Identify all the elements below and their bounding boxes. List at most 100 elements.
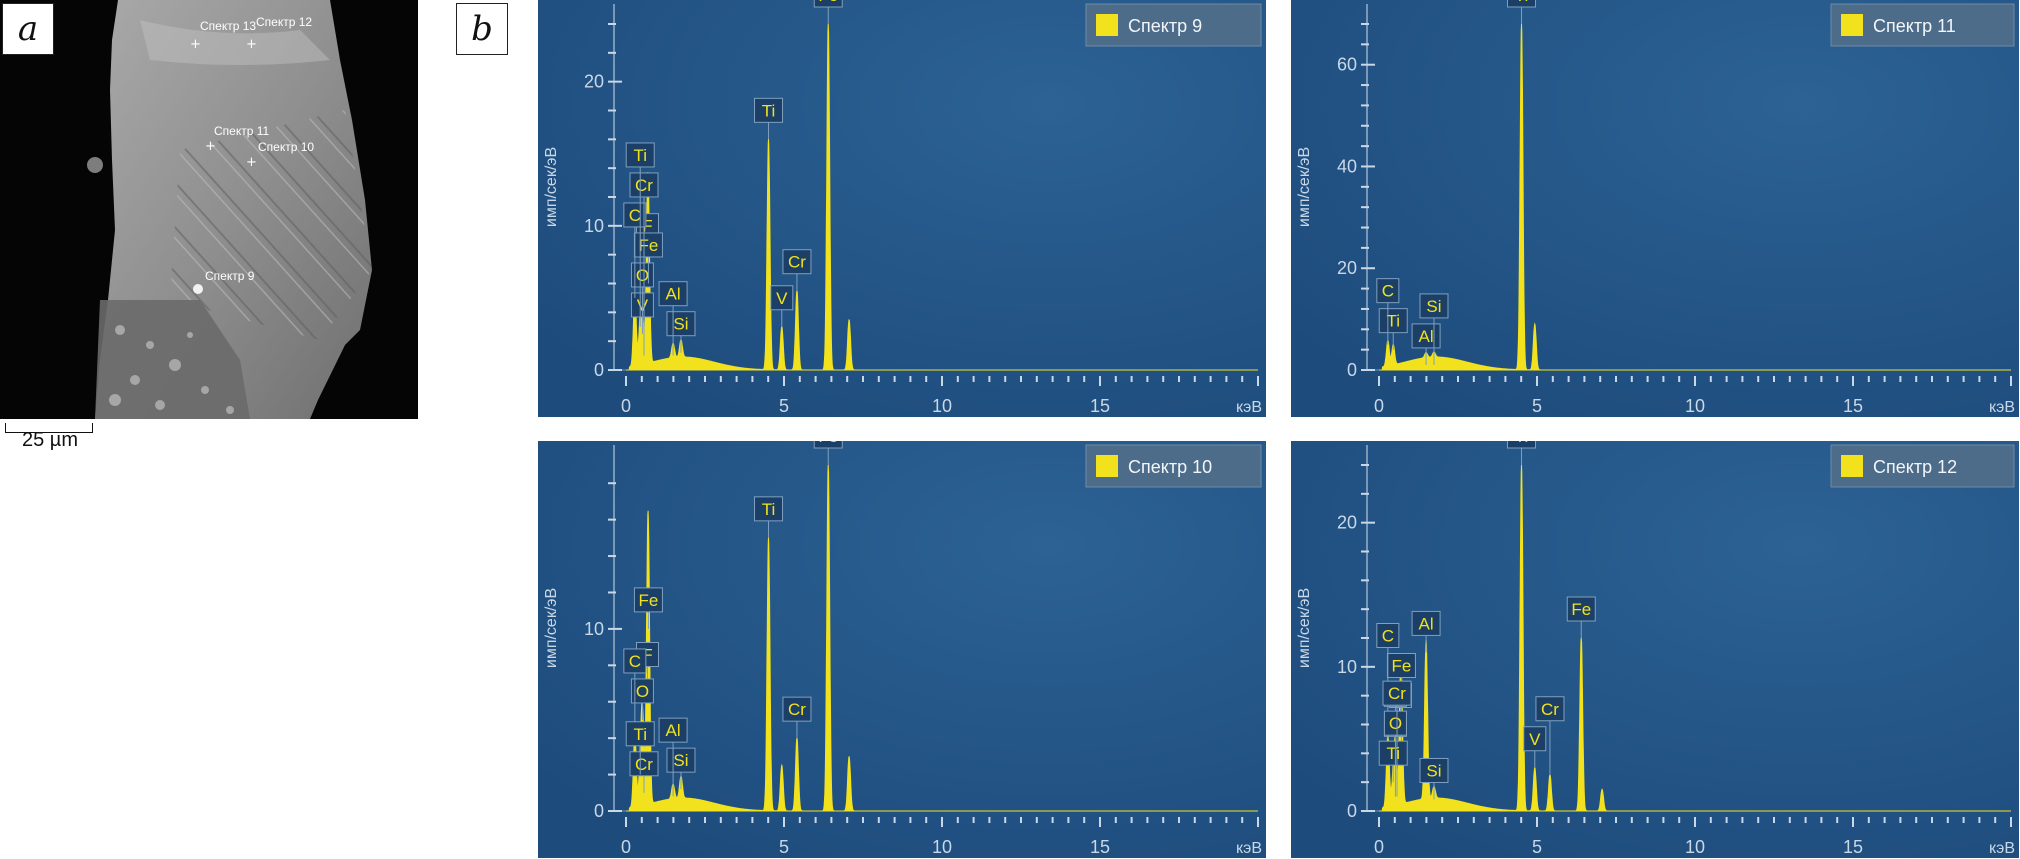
legend-label: Спектр 11 xyxy=(1873,16,1956,36)
x-tick-label: 0 xyxy=(1374,837,1384,857)
x-axis-label: кэВ xyxy=(1989,399,2015,416)
sem-marker-label: Спектр 9 xyxy=(205,269,255,283)
y-tick-label: 10 xyxy=(584,216,604,236)
peak-label-box xyxy=(782,696,812,722)
peak-label: Cr xyxy=(635,176,653,195)
peak-label-box xyxy=(666,311,696,337)
peak-label-box xyxy=(1378,740,1408,766)
x-axis-label: кэВ xyxy=(1236,840,1262,857)
x-tick-label: 0 xyxy=(1374,396,1384,416)
spectrum-area xyxy=(626,464,1258,812)
sem-marker-label: Спектр 10 xyxy=(258,140,315,154)
peak-label: Cr xyxy=(1541,700,1559,719)
peak-label: Ti xyxy=(1515,0,1529,5)
peak-label: Si xyxy=(1426,297,1441,316)
peak-label-box xyxy=(666,747,696,773)
spectrum-chart: 0 5 10 15 0 10 имп/сек/эВ кэВ Fe Ti Cr Fe FOC Cr Ti Si A… xyxy=(538,441,1266,858)
x-tick-label: 15 xyxy=(1090,837,1110,857)
y-tick-label: 40 xyxy=(1337,156,1357,176)
y-tick-label: 0 xyxy=(1347,360,1357,380)
plot-background xyxy=(1291,0,2019,417)
peak-label: Cr xyxy=(1388,684,1406,703)
peak-label: F xyxy=(642,646,652,665)
spectrum-panel-11: 0 5 10 15 0 20 40 60 имп/сек/эВ кэВ Ti Ti C Al Si Спект… xyxy=(1291,0,2019,417)
sem-marker-cross: + xyxy=(246,37,257,52)
peak-label-box xyxy=(629,751,659,777)
spectrum-panel-9: 05101501020имп/сек/эВкэВFeTiCrVSiAlFVOFe… xyxy=(538,0,1266,417)
peak-label: Al xyxy=(666,285,681,304)
peak-label-box xyxy=(1383,710,1407,736)
peak-label: Fe xyxy=(1571,600,1591,619)
sem-marker-label: Спектр 12 xyxy=(256,15,313,29)
peak-label: V xyxy=(776,289,788,308)
legend-swatch xyxy=(1096,455,1118,477)
peak-label-box xyxy=(625,721,655,747)
peak-label-box xyxy=(1419,293,1449,319)
peak-label-box xyxy=(1411,323,1441,349)
peak-label: Al xyxy=(1419,614,1434,633)
y-axis-label: имп/сек/эВ xyxy=(1296,147,1313,227)
peak-label: C xyxy=(629,206,641,225)
peak-label-box xyxy=(754,97,784,123)
sem-marker-cross: + xyxy=(205,139,216,154)
x-tick-label: 0 xyxy=(621,396,631,416)
y-tick-label: 0 xyxy=(594,801,604,821)
peak-label: Si xyxy=(1426,761,1441,780)
y-axis-label: имп/сек/эВ xyxy=(543,588,560,668)
x-tick-label: 15 xyxy=(1090,396,1110,416)
peak-label-box xyxy=(1535,696,1565,722)
peak-label: Fe xyxy=(639,236,659,255)
x-tick-label: 15 xyxy=(1843,837,1863,857)
peak-label: Ti xyxy=(762,500,776,519)
peak-label: Al xyxy=(666,721,681,740)
spectrum-chart: 05101501020имп/сек/эВкэВTiFeAlVCrSiFOFeC… xyxy=(1291,441,2019,858)
peak-label: Fe xyxy=(639,591,659,610)
sem-image xyxy=(0,0,418,419)
sem-micrograph: + + + + Спектр 12 Спектр 13 Спектр 11 Сп… xyxy=(0,0,418,419)
x-tick-label: 5 xyxy=(1532,396,1542,416)
x-tick-label: 10 xyxy=(1685,837,1705,857)
y-axis-label: имп/сек/эВ xyxy=(1296,588,1313,668)
spectrum-chart: 05101501020имп/сек/эВкэВFeTiCrVSiAlFVOFe… xyxy=(538,0,1266,417)
spectrum-area xyxy=(1379,23,2011,371)
y-tick-label: 20 xyxy=(1337,258,1357,278)
y-tick-label: 0 xyxy=(594,360,604,380)
peak-label-box xyxy=(1386,653,1416,678)
x-tick-label: 5 xyxy=(779,396,789,416)
x-axis-label: кэВ xyxy=(1989,840,2015,857)
sem-marker-cross: + xyxy=(190,37,201,52)
peak-label: F xyxy=(642,217,652,236)
y-tick-label: 20 xyxy=(584,72,604,92)
peak-label: Al xyxy=(1419,327,1434,346)
x-tick-label: 5 xyxy=(1532,837,1542,857)
x-tick-label: 10 xyxy=(932,837,952,857)
legend-label: Спектр 12 xyxy=(1873,457,1957,477)
x-tick-label: 0 xyxy=(621,837,631,857)
legend-label: Спектр 9 xyxy=(1128,16,1202,36)
peak-label: O xyxy=(1389,714,1402,733)
peak-label-box xyxy=(754,496,784,522)
peak-label-box xyxy=(1419,757,1449,783)
panel-label-b: b xyxy=(456,3,508,55)
peak-label: Fe xyxy=(818,441,838,446)
peak-label: Cr xyxy=(635,755,653,774)
panel-label-a: a xyxy=(2,3,54,55)
spectrum-panel-12: 05101501020имп/сек/эВкэВTiFeAlVCrSiFOFeC… xyxy=(1291,441,2019,858)
peak-label-box xyxy=(1566,596,1596,622)
sem-marker-label: Спектр 13 xyxy=(200,19,257,33)
spectrum-area xyxy=(626,23,1258,371)
plot-background xyxy=(1291,441,2019,858)
peak-label-box xyxy=(633,587,663,613)
peak-label: Ti xyxy=(762,101,776,120)
plot-background xyxy=(538,0,1266,417)
peak-label: Si xyxy=(673,751,688,770)
x-tick-label: 10 xyxy=(932,396,952,416)
peak-label: Cr xyxy=(788,253,806,272)
x-tick-label: 15 xyxy=(1843,396,1863,416)
legend-swatch xyxy=(1841,14,1863,36)
y-tick-label: 60 xyxy=(1337,55,1357,75)
peak-label: C xyxy=(1382,282,1394,301)
sem-marker-cross: + xyxy=(246,155,257,170)
spectrum-area xyxy=(1379,464,2011,812)
peak-label-box xyxy=(625,142,655,168)
